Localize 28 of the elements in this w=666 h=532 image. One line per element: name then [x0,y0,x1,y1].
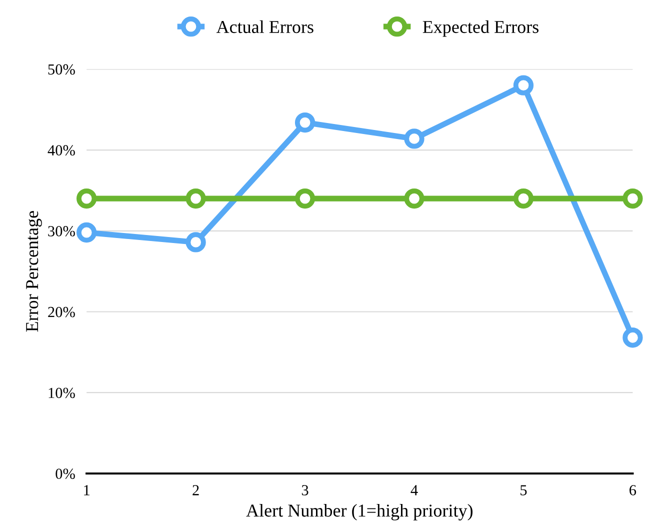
point [294,112,316,133]
x-tick-label: 1 [84,485,90,496]
point [622,188,643,209]
point [513,188,534,209]
x-tick-label: 5 [520,485,527,496]
point [622,328,643,348]
x-tick-label: 3 [302,485,308,496]
y-tick-label: 0% [56,468,75,479]
point [513,75,534,96]
y-tick-label: 10% [48,388,75,398]
y-tick-label: 30% [48,226,75,236]
x-axis-title: Alert Number (1=high priority) [246,504,472,520]
point [294,188,316,209]
point [404,128,424,149]
point [186,232,206,252]
legend-label: Actual Errors [216,20,314,34]
point [76,188,97,209]
x-tick-label: 4 [410,485,418,496]
x-tick-label: 2 [192,485,199,496]
x-tick-label: 6 [630,485,636,496]
point [76,222,97,243]
point [404,188,424,209]
y-tick-label: 50% [48,64,75,75]
legend-label: Expected Errors [422,20,538,37]
y-tick-label: 40% [48,145,75,156]
point [186,188,206,209]
y-tick-label: 20% [48,306,75,318]
y-axis-title: Error Percentage [26,211,42,332]
